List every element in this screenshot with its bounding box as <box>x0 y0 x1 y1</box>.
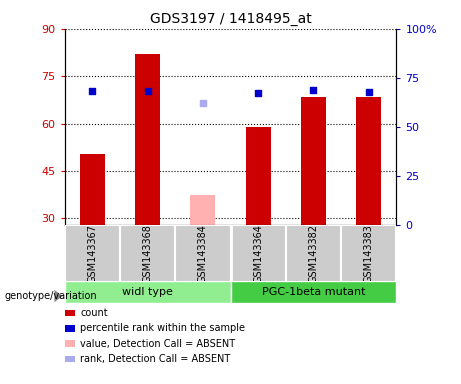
Bar <box>230 225 286 282</box>
Bar <box>356 97 381 225</box>
Bar <box>65 225 120 282</box>
Text: genotype/variation: genotype/variation <box>5 291 97 301</box>
Bar <box>341 225 396 282</box>
Text: GSM143384: GSM143384 <box>198 224 208 283</box>
Text: rank, Detection Call = ABSENT: rank, Detection Call = ABSENT <box>80 354 230 364</box>
Bar <box>80 154 105 225</box>
Bar <box>190 195 215 225</box>
Bar <box>230 281 396 303</box>
Point <box>199 100 207 106</box>
Point <box>310 86 317 93</box>
Text: value, Detection Call = ABSENT: value, Detection Call = ABSENT <box>80 339 235 349</box>
Bar <box>120 225 175 282</box>
Point <box>144 88 151 94</box>
Title: GDS3197 / 1418495_at: GDS3197 / 1418495_at <box>150 12 311 26</box>
Bar <box>246 127 271 225</box>
Bar <box>65 281 230 303</box>
Text: count: count <box>80 308 108 318</box>
Text: GSM143367: GSM143367 <box>87 224 97 283</box>
Text: GSM143368: GSM143368 <box>142 224 153 283</box>
Text: PGC-1beta mutant: PGC-1beta mutant <box>262 287 365 297</box>
Bar <box>286 225 341 282</box>
Text: GSM143364: GSM143364 <box>253 224 263 283</box>
Point <box>89 88 96 94</box>
Bar <box>135 54 160 225</box>
Point <box>254 90 262 96</box>
Text: GSM143382: GSM143382 <box>308 224 319 283</box>
Point <box>365 89 372 96</box>
Polygon shape <box>54 290 63 302</box>
Text: widl type: widl type <box>122 287 173 297</box>
Bar <box>175 225 230 282</box>
Text: percentile rank within the sample: percentile rank within the sample <box>80 323 245 333</box>
Text: GSM143383: GSM143383 <box>364 224 374 283</box>
Bar <box>301 97 326 225</box>
